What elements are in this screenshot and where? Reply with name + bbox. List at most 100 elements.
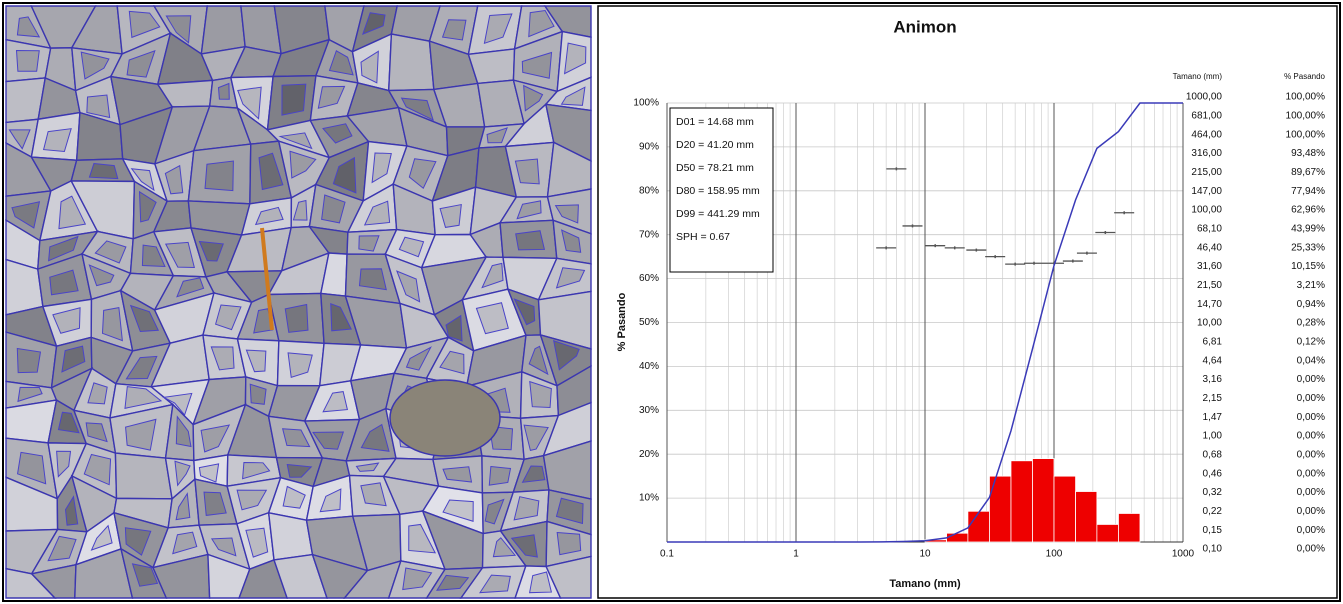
table-cell: 0,00%: [1297, 468, 1325, 479]
chart-title: Animon: [893, 17, 956, 36]
table-cell: 0,00%: [1297, 487, 1325, 498]
stats-line: D99 = 441.29 mm: [676, 208, 760, 220]
table-header: Tamano (mm): [1173, 72, 1223, 81]
table-cell: 100,00%: [1286, 110, 1326, 121]
table-cell: 0,94%: [1297, 299, 1325, 310]
rock-photo: [6, 6, 591, 598]
bar: [968, 511, 990, 542]
boulder: [390, 380, 500, 456]
table-cell: 1,47: [1203, 412, 1223, 423]
table-header: % Pasando: [1284, 72, 1325, 81]
table-cell: 46,40: [1197, 242, 1222, 253]
rock: [115, 453, 172, 499]
x-tick-label: 10: [919, 549, 931, 560]
table-cell: 3,21%: [1297, 280, 1325, 291]
y-tick-label: 90%: [639, 142, 659, 153]
y-axis-label: % Pasando: [616, 292, 628, 351]
table-cell: 10,00: [1197, 318, 1222, 329]
table-cell: 6,81: [1203, 336, 1223, 347]
chart-panel: [598, 6, 1337, 598]
table-cell: 0,28%: [1297, 318, 1325, 329]
x-tick-label: 100: [1046, 549, 1063, 560]
table-cell: 68,10: [1197, 223, 1222, 234]
table-cell: 0,00%: [1297, 374, 1325, 385]
table-cell: 0,10: [1203, 544, 1223, 555]
y-tick-label: 40%: [639, 361, 659, 372]
table-cell: 316,00: [1191, 148, 1222, 159]
rock-fragment: [516, 231, 545, 250]
table-cell: 4,64: [1203, 355, 1223, 366]
table-cell: 25,33%: [1291, 242, 1325, 253]
bar: [1076, 492, 1097, 542]
rock-fragment: [16, 50, 39, 71]
table-cell: 0,15: [1203, 525, 1223, 536]
table-cell: 14,70: [1197, 299, 1222, 310]
table-cell: 0,00%: [1297, 449, 1325, 460]
rock: [389, 34, 434, 91]
table-cell: 31,60: [1197, 261, 1222, 272]
y-tick-label: 20%: [639, 449, 659, 460]
y-tick-label: 100%: [633, 98, 659, 109]
table-cell: 0,00%: [1297, 506, 1325, 517]
stats-line: D50 = 78.21 mm: [676, 162, 754, 174]
table-cell: 2,15: [1203, 393, 1223, 404]
stats-line: D01 = 14.68 mm: [676, 116, 754, 128]
stats-line: D80 = 158.95 mm: [676, 185, 760, 197]
table-cell: 21,50: [1197, 280, 1222, 291]
table-cell: 0,00%: [1297, 544, 1325, 555]
table-cell: 10,15%: [1291, 261, 1325, 272]
table-cell: 147,00: [1191, 186, 1222, 197]
x-tick-label: 1: [793, 549, 799, 560]
rock-fragment: [205, 161, 233, 191]
y-tick-label: 50%: [639, 317, 659, 328]
table-cell: 0,32: [1203, 487, 1223, 498]
table-cell: 0,00%: [1297, 431, 1325, 442]
table-cell: 3,16: [1203, 374, 1223, 385]
table-cell: 215,00: [1191, 167, 1222, 178]
table-cell: 89,67%: [1291, 167, 1325, 178]
x-tick-label: 0.1: [660, 549, 674, 560]
table-cell: 100,00%: [1286, 92, 1326, 103]
rock: [201, 6, 245, 54]
table-cell: 100,00: [1191, 205, 1222, 216]
bar: [1011, 461, 1032, 542]
table-cell: 681,00: [1191, 110, 1222, 121]
bar: [947, 533, 968, 542]
table-cell: 0,00%: [1297, 412, 1325, 423]
rock-fragment: [285, 304, 308, 332]
y-tick-label: 30%: [639, 405, 659, 416]
table-cell: 0,46: [1203, 468, 1223, 479]
table-cell: 77,94%: [1291, 186, 1325, 197]
bar: [1097, 524, 1119, 542]
rock-fragment: [17, 349, 40, 373]
stats-line: D20 = 41.20 mm: [676, 139, 754, 151]
page: Animon Tamano (mm) % Pasando 10% 20% 30% 40…: [0, 0, 1343, 604]
table-cell: 0,00%: [1297, 525, 1325, 536]
bar: [1032, 459, 1054, 542]
table-cell: 464,00: [1191, 129, 1222, 140]
figure: Animon Tamano (mm) % Pasando 10% 20% 30% 40…: [0, 0, 1343, 604]
table-cell: 62,96%: [1291, 205, 1325, 216]
table-cell: 93,48%: [1291, 148, 1325, 159]
rock: [468, 49, 514, 84]
table-cell: 0,04%: [1297, 355, 1325, 366]
x-axis-label: Tamano (mm): [889, 578, 961, 590]
y-tick-label: 80%: [639, 185, 659, 196]
bar: [1118, 513, 1140, 542]
table-cell: 43,99%: [1291, 223, 1325, 234]
table-cell: 100,00%: [1286, 129, 1326, 140]
rock-fragment: [89, 163, 117, 178]
table-cell: 1000,00: [1186, 92, 1223, 103]
bar: [1054, 476, 1076, 542]
rock-fragment: [557, 533, 581, 555]
table-cell: 1,00: [1203, 431, 1223, 442]
y-tick-label: 10%: [639, 493, 659, 504]
stats-line: SPH = 0.67: [676, 231, 730, 243]
rock-fragment: [282, 84, 306, 115]
x-tick-label: 1000: [1172, 549, 1195, 560]
y-tick-label: 60%: [639, 273, 659, 284]
table-cell: 0,12%: [1297, 336, 1325, 347]
table-cell: 0,22: [1203, 506, 1223, 517]
rock-fragment: [443, 467, 471, 482]
y-tick-label: 70%: [639, 229, 659, 240]
